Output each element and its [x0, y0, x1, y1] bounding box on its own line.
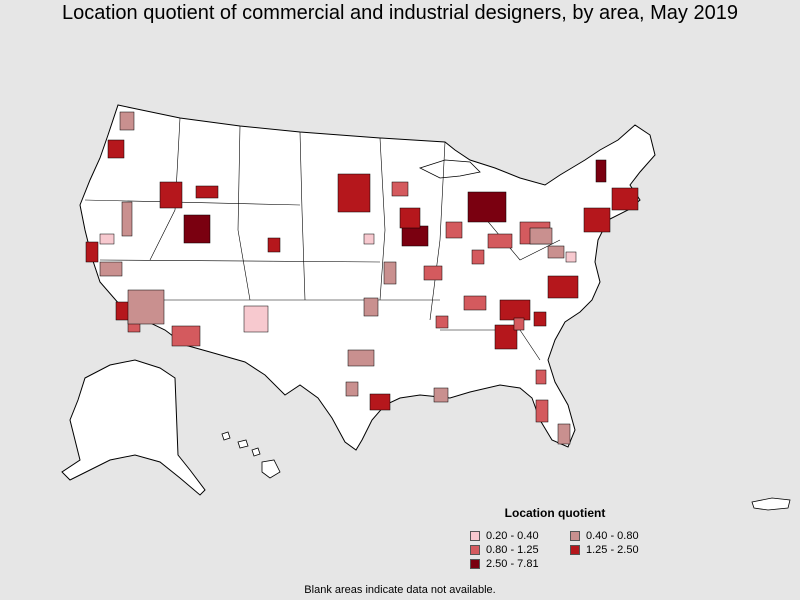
- area-oklahoma: [363, 297, 379, 317]
- legend-label: 0.20 - 0.40: [486, 530, 539, 542]
- area-washington: [119, 111, 135, 131]
- michigan-upper-peninsula: [418, 159, 481, 179]
- area-bay-area: [85, 241, 99, 263]
- area-florida-southeast: [557, 423, 571, 445]
- area-sacramento: [99, 233, 115, 245]
- area-houston: [369, 393, 391, 411]
- area-utah-high: [183, 214, 211, 244]
- legend-items: 0.20 - 0.40 0.40 - 0.80 0.80 - 1.25 1.25…: [470, 530, 690, 570]
- area-nyc-region: [583, 207, 611, 233]
- area-michigan-high: [467, 191, 507, 223]
- legend-label: 0.80 - 1.25: [486, 544, 539, 556]
- shaded-areas: [85, 111, 639, 445]
- area-montana-east: [195, 185, 219, 199]
- legend-swatch: [470, 559, 480, 569]
- legend-label: 0.40 - 0.80: [586, 530, 639, 542]
- area-phoenix: [171, 325, 201, 347]
- puerto-rico-outline: [751, 497, 791, 511]
- area-oregon: [107, 139, 125, 159]
- area-chicago-high: [401, 225, 429, 247]
- area-pennsylvania: [529, 227, 553, 245]
- area-florida-west: [535, 399, 549, 423]
- legend-item-0: 0.20 - 0.40: [470, 530, 570, 542]
- area-nebraska: [363, 233, 375, 245]
- legend-item-4: 2.50 - 7.81: [470, 558, 570, 570]
- area-california-central: [99, 261, 123, 277]
- area-colorado: [267, 237, 281, 253]
- alaska-outline: [61, 359, 206, 496]
- area-texas-dfw: [347, 349, 375, 367]
- legend-swatch: [570, 531, 580, 541]
- area-wv: [547, 245, 565, 259]
- area-kansas: [383, 261, 397, 285]
- area-louisiana: [433, 387, 449, 403]
- area-iowa: [391, 181, 409, 197]
- area-vermont-high: [595, 159, 607, 183]
- area-idaho: [159, 181, 183, 209]
- legend-label: 1.25 - 2.50: [586, 544, 639, 556]
- blank-areas-note: Blank areas indicate data not available.: [304, 584, 496, 596]
- area-kentucky: [463, 295, 487, 311]
- contiguous-us-outline: [79, 104, 656, 451]
- map-title: Location quotient of commercial and indu…: [62, 2, 738, 24]
- area-wisconsin: [445, 221, 463, 239]
- legend-item-1: 0.40 - 0.80: [570, 530, 670, 542]
- area-maryland: [565, 251, 577, 263]
- legend-swatch: [470, 531, 480, 541]
- area-texas-south: [345, 381, 359, 397]
- area-new-mexico: [243, 305, 269, 333]
- legend-label: 2.50 - 7.81: [486, 558, 539, 570]
- area-florida-north: [535, 369, 547, 385]
- area-nevada-east: [121, 201, 133, 237]
- legend-item-2: 0.80 - 1.25: [470, 544, 570, 556]
- area-atlanta: [513, 317, 525, 331]
- area-virginia: [547, 275, 579, 299]
- legend-swatch: [570, 545, 580, 555]
- area-arizona: [127, 289, 165, 325]
- area-mississippi: [435, 315, 449, 329]
- legend-swatch: [470, 545, 480, 555]
- area-missouri: [423, 265, 443, 281]
- area-tennessee: [499, 299, 531, 321]
- area-north-dakota: [337, 173, 371, 213]
- area-alabama: [471, 249, 485, 265]
- area-indiana: [487, 233, 513, 249]
- area-georgia: [494, 324, 518, 350]
- area-charlotte: [533, 311, 547, 327]
- state-borders: [84, 117, 561, 361]
- legend-title: Location quotient: [504, 506, 606, 520]
- area-minnesota: [399, 207, 421, 229]
- map-legend: Location quotient 0.20 - 0.40 0.40 - 0.8…: [470, 506, 690, 570]
- hawaii-islands: [221, 431, 281, 479]
- us-choropleth-map: [61, 104, 791, 511]
- area-new-england: [611, 187, 639, 211]
- legend-item-3: 1.25 - 2.50: [570, 544, 670, 556]
